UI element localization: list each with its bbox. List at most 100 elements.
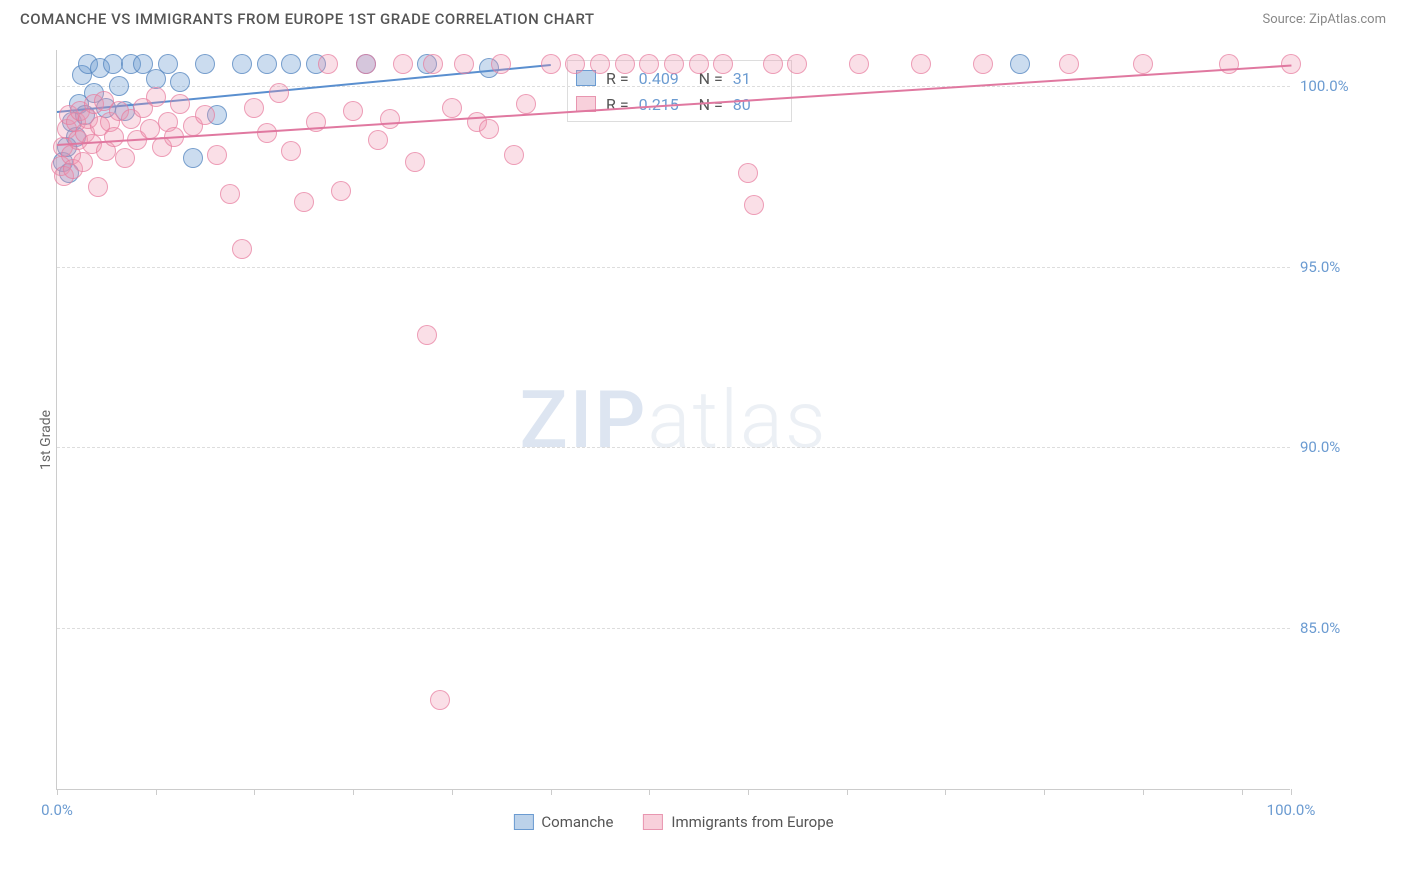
x-tick-label: 100.0% — [1267, 801, 1316, 819]
chart-container: 1st Grade ZIPatlas R =0.409N = 31R = 0.2… — [56, 50, 1386, 830]
data-point-pink — [423, 54, 443, 74]
data-point-pink — [343, 101, 363, 121]
legend-item: Immigrants from Europe — [643, 813, 833, 831]
gridline — [57, 267, 1290, 268]
x-tick — [156, 789, 157, 795]
data-point-blue — [195, 54, 215, 74]
legend-swatch-pink — [643, 814, 663, 830]
data-point-pink — [88, 177, 108, 197]
data-point-pink — [380, 109, 400, 129]
data-point-pink — [1133, 54, 1153, 74]
data-point-pink — [590, 54, 610, 74]
data-point-blue — [158, 54, 178, 74]
watermark: ZIPatlas — [520, 373, 828, 467]
data-point-pink — [454, 54, 474, 74]
plot-area: ZIPatlas R =0.409N = 31R = 0.215N =80 Co… — [56, 50, 1290, 790]
gridline — [57, 628, 1290, 629]
x-tick — [945, 789, 946, 795]
data-point-pink — [281, 141, 301, 161]
data-point-pink — [368, 130, 388, 150]
data-point-pink — [331, 181, 351, 201]
x-tick — [1044, 789, 1045, 795]
data-point-blue — [103, 54, 123, 74]
data-point-pink — [294, 192, 314, 212]
data-point-pink — [442, 98, 462, 118]
legend-swatch-blue — [513, 814, 533, 830]
data-point-pink — [849, 54, 869, 74]
x-tick — [1291, 789, 1292, 795]
x-tick — [847, 789, 848, 795]
data-point-pink — [639, 54, 659, 74]
watermark-atlas: atlas — [647, 373, 827, 467]
x-tick-label: 0.0% — [41, 801, 73, 819]
data-point-blue — [257, 54, 277, 74]
data-point-blue — [183, 148, 203, 168]
legend-label: Immigrants from Europe — [671, 813, 833, 831]
chart-header: COMANCHE VS IMMIGRANTS FROM EUROPE 1ST G… — [0, 0, 1406, 33]
data-point-blue — [1010, 54, 1030, 74]
x-tick — [254, 789, 255, 795]
data-point-pink — [140, 119, 160, 139]
gridline — [57, 447, 1290, 448]
data-point-pink — [541, 54, 561, 74]
x-tick — [452, 789, 453, 795]
data-point-pink — [269, 83, 289, 103]
data-point-pink — [1219, 54, 1239, 74]
data-point-pink — [430, 690, 450, 710]
data-point-pink — [973, 54, 993, 74]
data-point-pink — [615, 54, 635, 74]
y-tick-label: 90.0% — [1300, 438, 1380, 456]
data-point-blue — [281, 54, 301, 74]
y-axis-label: 1st Grade — [38, 410, 54, 470]
data-point-pink — [689, 54, 709, 74]
data-point-pink — [1059, 54, 1079, 74]
data-point-pink — [220, 184, 240, 204]
data-point-pink — [195, 105, 215, 125]
x-tick — [1143, 789, 1144, 795]
data-point-pink — [491, 54, 511, 74]
gridline — [57, 86, 1290, 87]
data-point-pink — [744, 195, 764, 215]
watermark-zip: ZIP — [520, 373, 648, 467]
x-tick — [748, 789, 749, 795]
bottom-legend: Comanche Immigrants from Europe — [513, 813, 833, 831]
legend-item: Comanche — [513, 813, 613, 831]
data-point-pink — [516, 94, 536, 114]
data-point-pink — [318, 54, 338, 74]
x-tick — [551, 789, 552, 795]
data-point-pink — [104, 127, 124, 147]
data-point-pink — [713, 54, 733, 74]
data-point-blue — [232, 54, 252, 74]
source-attribution: Source: ZipAtlas.com — [1262, 12, 1386, 27]
y-tick-label: 95.0% — [1300, 258, 1380, 276]
data-point-blue — [170, 72, 190, 92]
legend-label: Comanche — [541, 813, 613, 831]
stats-r-label: R = — [606, 95, 629, 114]
data-point-pink — [393, 54, 413, 74]
data-point-pink — [565, 54, 585, 74]
data-point-pink — [405, 152, 425, 172]
data-point-pink — [115, 148, 135, 168]
y-tick-label: 85.0% — [1300, 619, 1380, 637]
x-tick — [57, 789, 58, 795]
x-tick — [1242, 789, 1243, 795]
data-point-pink — [356, 54, 376, 74]
data-point-pink — [146, 87, 166, 107]
data-point-pink — [911, 54, 931, 74]
data-point-pink — [664, 54, 684, 74]
data-point-pink — [170, 94, 190, 114]
x-tick — [649, 789, 650, 795]
data-point-pink — [787, 54, 807, 74]
data-point-pink — [479, 119, 499, 139]
y-tick-label: 100.0% — [1300, 77, 1380, 95]
x-tick — [353, 789, 354, 795]
data-point-pink — [244, 98, 264, 118]
data-point-pink — [207, 145, 227, 165]
data-point-pink — [257, 123, 277, 143]
data-point-pink — [232, 239, 252, 259]
data-point-pink — [738, 163, 758, 183]
chart-title: COMANCHE VS IMMIGRANTS FROM EUROPE 1ST G… — [20, 10, 595, 28]
data-point-blue — [109, 76, 129, 96]
data-point-pink — [763, 54, 783, 74]
data-point-pink — [73, 152, 93, 172]
